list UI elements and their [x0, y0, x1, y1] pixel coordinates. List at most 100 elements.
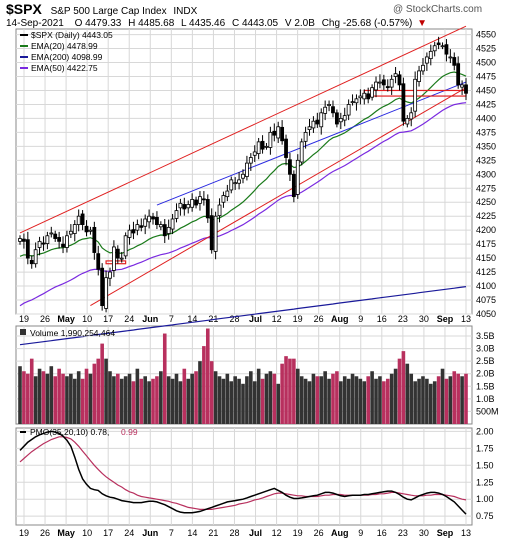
- y-tick-label: 4175: [476, 239, 496, 249]
- candle-body: [131, 229, 136, 234]
- volume-bar: [182, 368, 187, 424]
- x-tick-label: 26: [40, 314, 50, 324]
- volume-bar: [346, 378, 351, 424]
- candle-body: [432, 45, 437, 52]
- candle-body: [18, 238, 22, 242]
- volume-bar: [61, 373, 65, 424]
- volume-bar: [139, 378, 144, 424]
- volume-bar: [53, 376, 58, 424]
- x-tick-label: 17: [103, 314, 113, 324]
- volume-bar: [464, 373, 468, 424]
- x-tick-label: May: [57, 528, 75, 538]
- pmo-signal-label: 0.99: [121, 427, 138, 437]
- x-tick-label: 7: [169, 314, 174, 324]
- legend-swatch: [20, 329, 26, 335]
- volume-bar: [342, 376, 347, 424]
- volume-bar: [155, 376, 159, 424]
- x-tick-label: 12: [272, 314, 282, 324]
- watermark: @ StockCharts.com: [393, 4, 483, 15]
- candle-body: [115, 248, 120, 259]
- volume-bar: [194, 371, 198, 424]
- candle-body: [76, 215, 81, 225]
- volume-bar: [452, 371, 457, 424]
- y-tick-label: 4525: [476, 44, 496, 54]
- candle-body: [57, 237, 62, 242]
- volume-bar: [288, 358, 292, 424]
- candle-body: [291, 173, 296, 198]
- volume-bar: [96, 358, 101, 424]
- x-tick-label: Jul: [249, 314, 262, 324]
- volume-bar: [72, 378, 77, 424]
- candle-body: [381, 79, 386, 86]
- candle-body: [194, 199, 198, 206]
- legend-ema20: EMA(20) 4478.99: [31, 41, 98, 51]
- candle-body: [53, 233, 58, 239]
- candle-body: [268, 131, 273, 148]
- volume-bar: [432, 381, 437, 424]
- x-tick-label: 19: [293, 528, 303, 538]
- candle-body: [276, 126, 281, 139]
- volume-bar: [37, 368, 42, 424]
- y-tick-label: 4100: [476, 281, 496, 291]
- volume-bar: [162, 333, 167, 424]
- candle-body: [229, 179, 234, 191]
- candle-body: [190, 199, 195, 208]
- candle-body: [389, 78, 394, 88]
- candle-body: [198, 196, 202, 204]
- volume-bar: [440, 368, 445, 424]
- legend-price: $SPX (Daily) 4443.05: [31, 30, 113, 40]
- candle-body: [393, 73, 398, 77]
- y-tick-label: 3.0B: [476, 344, 495, 354]
- candle-body: [284, 138, 288, 158]
- exchange: INDX: [173, 6, 198, 17]
- x-tick-label: 19: [19, 528, 29, 538]
- candle-body: [61, 243, 65, 248]
- close-value: C 4443.05: [231, 18, 279, 29]
- candle-body: [397, 74, 402, 86]
- y-tick-label: 4450: [476, 85, 496, 95]
- x-tick-label: 16: [377, 314, 387, 324]
- x-tick-label: 14: [187, 528, 197, 538]
- volume-bar: [131, 381, 136, 424]
- candle-body: [440, 45, 445, 48]
- volume-bar: [354, 376, 359, 424]
- x-tick-label: 16: [377, 528, 387, 538]
- candle-body: [104, 277, 108, 309]
- volume-bar: [49, 366, 54, 424]
- volume-bar: [335, 371, 339, 424]
- candle-body: [272, 130, 277, 136]
- candle-body: [448, 56, 453, 59]
- volume-bar: [147, 381, 151, 424]
- x-tick-label: 12: [272, 528, 282, 538]
- candle-body: [241, 173, 245, 179]
- y-tick-label: 4050: [476, 309, 496, 319]
- candle-body: [209, 215, 214, 251]
- volume-bar: [22, 371, 26, 424]
- x-tick-label: 9: [358, 314, 363, 324]
- volume-bar: [29, 358, 34, 424]
- candle-body: [346, 104, 351, 116]
- volume-bar: [76, 371, 81, 424]
- volume-bar: [221, 378, 226, 424]
- candle-body: [127, 229, 132, 238]
- volume-bar: [233, 376, 237, 424]
- candle-body: [378, 81, 382, 84]
- candle-body: [295, 159, 300, 195]
- candle-body: [299, 141, 304, 163]
- candle-body: [22, 238, 26, 242]
- candle-body: [409, 112, 414, 120]
- volume-bar: [209, 361, 214, 424]
- y-tick-label: 4125: [476, 267, 496, 277]
- candle-body: [174, 210, 179, 219]
- volume-bar: [159, 371, 163, 424]
- volume-bar: [260, 378, 265, 424]
- ema200-line: [19, 286, 467, 346]
- candle-body: [108, 271, 112, 279]
- candle-body: [45, 235, 50, 244]
- x-tick-label: Jul: [249, 528, 262, 538]
- candle-body: [178, 202, 183, 209]
- volume-bar: [229, 381, 234, 424]
- change-value: Chg -25.68 (-0.57%): [321, 18, 413, 29]
- x-tick-label: Sep: [437, 314, 454, 324]
- y-tick-label: 4250: [476, 197, 496, 207]
